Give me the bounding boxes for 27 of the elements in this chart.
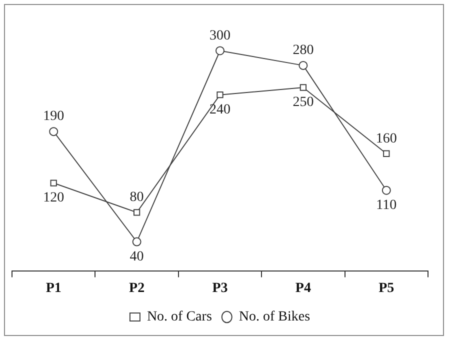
data-label: 300 (210, 28, 230, 44)
x-tick-label: P4 (295, 281, 311, 296)
legend-label: No. of Bikes (238, 310, 310, 325)
point (132, 237, 142, 246)
data-label: 110 (376, 198, 397, 214)
legend-label: No. of Cars (146, 310, 212, 325)
data-label: 80 (130, 190, 144, 206)
point (383, 150, 390, 157)
point (298, 60, 308, 70)
x-tick-label: P2 (129, 281, 145, 296)
point (49, 127, 58, 136)
data-label: 240 (210, 102, 230, 118)
data-label: 40 (130, 249, 144, 264)
point (382, 186, 391, 195)
data-label: 190 (43, 109, 64, 124)
data-label: 160 (376, 131, 397, 146)
x-tick-label: P1 (46, 281, 62, 296)
point (133, 209, 140, 216)
data-label: 120 (43, 190, 64, 206)
point (216, 92, 224, 98)
point (50, 180, 57, 186)
data-label: 280 (292, 43, 314, 58)
x-tick-label: P3 (212, 281, 228, 296)
point (300, 84, 307, 91)
point (216, 46, 224, 56)
data-label: 250 (292, 95, 314, 110)
x-tick-label: P5 (378, 281, 394, 296)
